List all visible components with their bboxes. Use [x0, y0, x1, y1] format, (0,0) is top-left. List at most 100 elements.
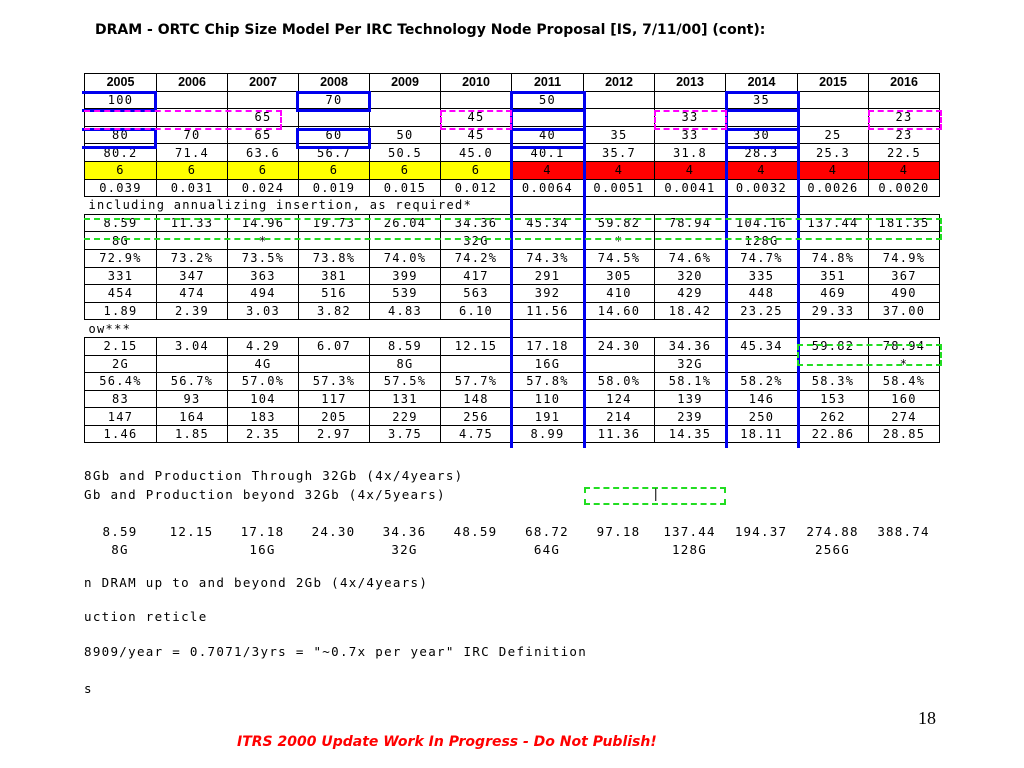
table-cell: 11.33 — [156, 213, 228, 233]
table-cell — [298, 354, 370, 374]
table-cell: 2G — [84, 354, 157, 374]
table-cell: 2015 — [797, 73, 869, 92]
table-cell: 32G — [654, 354, 726, 374]
table-cell: 239 — [654, 407, 726, 426]
table-cell: 28.85 — [868, 424, 940, 444]
table-cell: 56.7 — [298, 143, 370, 162]
table-cell: 45.34 — [725, 336, 798, 356]
table-cell: 57.3% — [298, 372, 370, 391]
table-cell: 6.07 — [298, 336, 370, 356]
table-cell — [583, 90, 655, 110]
projection-value: 17.18 — [240, 523, 285, 539]
table-cell: 3.82 — [298, 301, 370, 321]
table-cell: 1.46 — [84, 424, 157, 444]
table-cell: 56.7% — [156, 372, 228, 391]
table-cell: 74.0% — [369, 248, 441, 268]
table-cell: 37.00 — [868, 301, 940, 321]
table-cell: 417 — [440, 266, 512, 286]
table-cell: 4G — [227, 354, 299, 374]
table-cell: 3.04 — [156, 336, 228, 356]
table-row: 331 347 363 381 399 417 291 305 320 335 351 367 — [84, 266, 940, 286]
table-cell: 399 — [369, 266, 441, 286]
table-row: 0.039 0.031 0.024 0.019 0.015 0.012 0.0064 0.00… — [84, 178, 940, 198]
table-cell: 305 — [583, 266, 655, 286]
table-cell: 2012 — [583, 73, 655, 92]
table-cell: 516 — [298, 284, 370, 303]
table-cell: 12.15 — [440, 336, 512, 356]
table-cell: 28.3 — [725, 143, 798, 162]
table-cell: 73.5% — [227, 248, 299, 268]
table-cell: 454 — [84, 284, 157, 303]
table-row: 65 45 33 23 — [84, 108, 940, 127]
table-cell: 256 — [440, 407, 512, 426]
table-cell: 110 — [511, 389, 584, 409]
table-cell: 490 — [868, 284, 940, 303]
table-cell — [797, 354, 869, 374]
table-cell — [440, 90, 512, 110]
table-cell: 363 — [227, 266, 299, 286]
table-cell — [868, 231, 940, 250]
table-cell: 469 — [797, 284, 869, 303]
table-cell: 117 — [298, 389, 370, 409]
table-cell: 4.75 — [440, 424, 512, 444]
table-cell: 494 — [227, 284, 299, 303]
table-cell: 229 — [369, 407, 441, 426]
table-cell: 2005 — [84, 73, 157, 92]
table-cell: 2011 — [511, 73, 584, 92]
table-cell: * — [583, 231, 655, 250]
table-cell: 58.2% — [725, 372, 798, 391]
table-cell: 83 — [84, 389, 157, 409]
table-cell: 160 — [868, 389, 940, 409]
table-cell: 58.1% — [654, 372, 726, 391]
table-cell: 34.36 — [440, 213, 512, 233]
table-cell: 74.5% — [583, 248, 655, 268]
table-cell — [511, 231, 584, 250]
table-cell: 57.0% — [227, 372, 299, 391]
table-cell: 153 — [797, 389, 869, 409]
table-cell: 8.59 — [369, 336, 441, 356]
table-cell: 2.35 — [227, 424, 299, 444]
table-cell: 0.012 — [440, 178, 512, 198]
table-cell: 45 — [440, 125, 512, 145]
table-cell: 8.59 — [84, 213, 157, 233]
note-row-text: including annualizing insertion, as requ… — [84, 196, 940, 215]
section-label-row-text: ow*** — [84, 319, 940, 338]
footer-disclaimer: ITRS 2000 Update Work In Progress - Do N… — [237, 734, 657, 750]
table-cell: 4 — [511, 160, 584, 180]
table-cell: 2008 — [298, 73, 370, 92]
table-cell — [797, 90, 869, 110]
table-cell: 205 — [298, 407, 370, 426]
table-cell: 4 — [868, 160, 940, 180]
table-cell: 148 — [440, 389, 512, 409]
table-row: 80 70 65 60 50 45 40 35 33 30 25 23 — [84, 125, 940, 145]
table-cell: 74.2% — [440, 248, 512, 268]
projection-label: 128G — [672, 541, 707, 557]
table-cell: 80 — [84, 125, 157, 145]
table-cell: 351 — [797, 266, 869, 286]
table-row: 2.15 3.04 4.29 6.07 8.59 12.15 17.18 24.30 34.36… — [84, 336, 940, 356]
table-cell: 25.3 — [797, 143, 869, 162]
table-cell: 22.5 — [868, 143, 940, 162]
table-cell: 6 — [440, 160, 512, 180]
table-cell: 80.2 — [84, 143, 157, 162]
table-cell — [511, 108, 584, 127]
table-cell: 0.0026 — [797, 178, 869, 198]
projection-label: 16G — [249, 541, 276, 557]
table-cell: 45 — [440, 108, 512, 127]
table-cell: 50 — [369, 125, 441, 145]
text-cursor: | — [652, 486, 661, 501]
table-cell: 0.039 — [84, 178, 157, 198]
table-cell: 2010 — [440, 73, 512, 92]
table-cell: 73.8% — [298, 248, 370, 268]
projection-value: 8.59 — [102, 523, 138, 539]
table-cell: 104.16 — [725, 213, 798, 233]
table-cell: 181.35 — [868, 213, 940, 233]
data-table: 2005 2006 2007 2008 2009 2010 2011 2012 2013 2014… — [84, 73, 940, 444]
table-cell: 131 — [369, 389, 441, 409]
table-cell: 73.2% — [156, 248, 228, 268]
table-cell: 191 — [511, 407, 584, 426]
table-cell: 6 — [84, 160, 157, 180]
table-cell: 74.6% — [654, 248, 726, 268]
table-cell: 4.29 — [227, 336, 299, 356]
